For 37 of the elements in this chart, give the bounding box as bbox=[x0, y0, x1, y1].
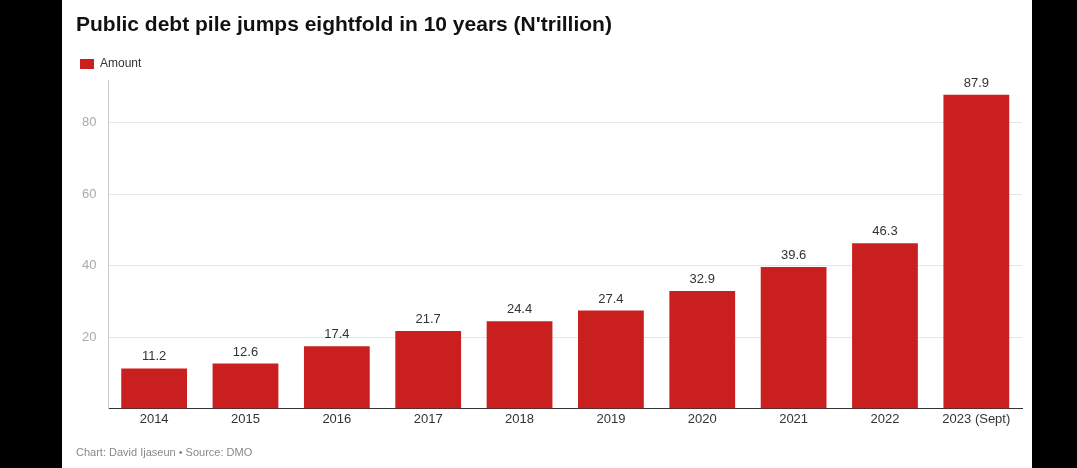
bar bbox=[486, 321, 553, 409]
data-label: 17.4 bbox=[324, 326, 350, 342]
data-label: 32.9 bbox=[689, 271, 715, 287]
bar bbox=[943, 94, 1010, 409]
legend-label: Amount bbox=[100, 56, 143, 71]
bar bbox=[395, 330, 462, 409]
x-tick-label: 2018 bbox=[505, 410, 535, 426]
data-label: 12.6 bbox=[232, 343, 259, 359]
y-tick-label: 60 bbox=[81, 185, 97, 201]
x-tick-label: 2015 bbox=[231, 410, 260, 426]
text: Chart: David Ijaseun • Source: DMO bbox=[76, 446, 253, 458]
data-label: 27.4 bbox=[598, 290, 624, 306]
data-label: 24.4 bbox=[506, 301, 533, 317]
bar bbox=[852, 243, 918, 409]
data-label: 46.3 bbox=[872, 223, 898, 239]
y-tick-label: 80 bbox=[81, 114, 97, 130]
bar bbox=[578, 310, 644, 409]
y-tick-label: 40 bbox=[81, 257, 97, 273]
chart-title: Public debt pile jumps eightfold in 10 years (N'trillion) bbox=[76, 12, 612, 36]
data-label: 87.9 bbox=[963, 74, 989, 90]
x-tick-label: 2023 (Sept) bbox=[942, 410, 1011, 426]
x-tick-label: 2017 bbox=[413, 410, 443, 426]
bar bbox=[121, 368, 188, 409]
x-tick-label: 2021 bbox=[779, 410, 809, 426]
x-tick-label: 2020 bbox=[687, 410, 717, 426]
data-label: 11.2 bbox=[141, 348, 167, 364]
y-tick-label: 20 bbox=[81, 328, 97, 344]
bar bbox=[212, 363, 279, 409]
bar bbox=[303, 346, 370, 409]
data-label: 21.7 bbox=[415, 311, 441, 327]
data-label: 39.6 bbox=[780, 247, 807, 263]
bar bbox=[669, 290, 736, 409]
x-tick-label: 2022 bbox=[870, 410, 900, 426]
x-tick-label: 2016 bbox=[322, 410, 352, 426]
bar bbox=[760, 267, 827, 409]
x-tick-label: 2019 bbox=[596, 410, 626, 426]
x-tick-label: 2014 bbox=[139, 410, 169, 426]
